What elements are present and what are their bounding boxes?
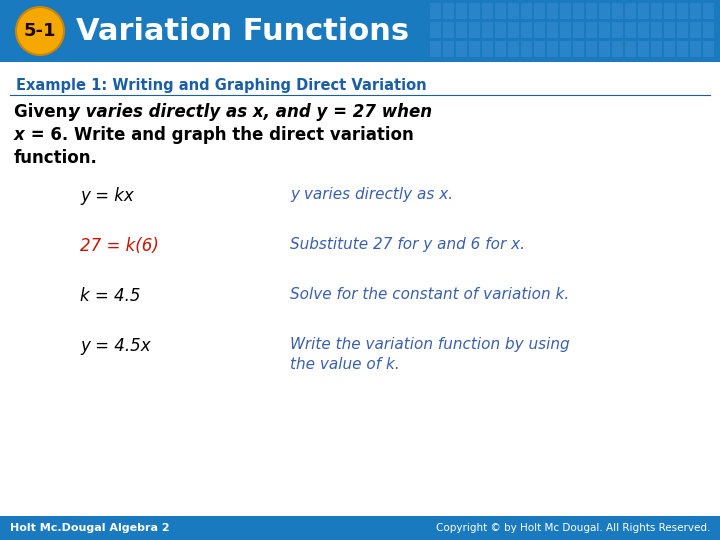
Bar: [638, 22, 649, 38]
Bar: [690, 22, 701, 38]
Bar: [482, 22, 493, 38]
Bar: [612, 41, 623, 57]
Bar: [625, 22, 636, 38]
Bar: [443, 22, 454, 38]
Bar: [573, 22, 584, 38]
Bar: [651, 41, 662, 57]
Bar: [664, 3, 675, 19]
Bar: [573, 3, 584, 19]
Bar: [508, 41, 519, 57]
Bar: [703, 41, 714, 57]
Bar: [599, 41, 610, 57]
Bar: [651, 22, 662, 38]
Text: y varies directly as x.: y varies directly as x.: [290, 187, 453, 202]
Bar: [0, 516, 720, 540]
Bar: [482, 41, 493, 57]
Bar: [547, 22, 558, 38]
Bar: [430, 22, 441, 38]
Bar: [456, 22, 467, 38]
Bar: [469, 3, 480, 19]
Bar: [495, 3, 506, 19]
Bar: [599, 3, 610, 19]
Text: 5-1: 5-1: [24, 22, 56, 40]
Text: Given:: Given:: [14, 103, 80, 121]
Bar: [560, 22, 571, 38]
Text: Variation Functions: Variation Functions: [76, 17, 409, 45]
Bar: [677, 22, 688, 38]
Bar: [430, 41, 441, 57]
Bar: [443, 41, 454, 57]
Bar: [677, 41, 688, 57]
Bar: [469, 22, 480, 38]
Text: the value of k.: the value of k.: [290, 357, 400, 372]
Bar: [508, 3, 519, 19]
Text: y = 4.5x: y = 4.5x: [80, 337, 150, 355]
Bar: [443, 3, 454, 19]
Bar: [586, 3, 597, 19]
Bar: [573, 41, 584, 57]
Bar: [625, 41, 636, 57]
Bar: [456, 41, 467, 57]
Bar: [586, 41, 597, 57]
Bar: [651, 3, 662, 19]
Bar: [612, 3, 623, 19]
Bar: [690, 3, 701, 19]
Text: Example 1: Writing and Graphing Direct Variation: Example 1: Writing and Graphing Direct V…: [16, 78, 427, 93]
Bar: [703, 22, 714, 38]
Text: function.: function.: [14, 149, 98, 167]
Bar: [703, 3, 714, 19]
Text: y = kx: y = kx: [80, 187, 134, 205]
Text: = 6. Write and graph the direct variation: = 6. Write and graph the direct variatio…: [25, 126, 414, 144]
Bar: [495, 41, 506, 57]
Bar: [456, 3, 467, 19]
Bar: [586, 22, 597, 38]
Bar: [430, 3, 441, 19]
Bar: [560, 41, 571, 57]
Bar: [612, 22, 623, 38]
Bar: [638, 41, 649, 57]
Bar: [521, 22, 532, 38]
Text: 27 = k(6): 27 = k(6): [80, 237, 159, 255]
Bar: [664, 22, 675, 38]
Bar: [521, 41, 532, 57]
Bar: [469, 41, 480, 57]
Bar: [0, 0, 720, 62]
Bar: [690, 41, 701, 57]
Bar: [547, 41, 558, 57]
Bar: [547, 3, 558, 19]
Bar: [508, 22, 519, 38]
Text: Substitute 27 for y and 6 for x.: Substitute 27 for y and 6 for x.: [290, 237, 525, 252]
Bar: [534, 3, 545, 19]
Bar: [664, 41, 675, 57]
Bar: [521, 3, 532, 19]
Text: Solve for the constant of variation k.: Solve for the constant of variation k.: [290, 287, 570, 302]
Bar: [482, 3, 493, 19]
Bar: [625, 3, 636, 19]
Bar: [599, 22, 610, 38]
Text: Holt Mc.Dougal Algebra 2: Holt Mc.Dougal Algebra 2: [10, 523, 170, 533]
Text: Write the variation function by using: Write the variation function by using: [290, 337, 570, 352]
Bar: [534, 22, 545, 38]
Bar: [677, 3, 688, 19]
Text: Copyright © by Holt Mc Dougal. All Rights Reserved.: Copyright © by Holt Mc Dougal. All Right…: [436, 523, 710, 533]
Text: y varies directly as x, and y = 27 when: y varies directly as x, and y = 27 when: [69, 103, 432, 121]
Bar: [534, 41, 545, 57]
Text: x: x: [14, 126, 24, 144]
Bar: [638, 3, 649, 19]
Bar: [495, 22, 506, 38]
Bar: [560, 3, 571, 19]
Circle shape: [16, 7, 64, 55]
Text: k = 4.5: k = 4.5: [80, 287, 140, 305]
